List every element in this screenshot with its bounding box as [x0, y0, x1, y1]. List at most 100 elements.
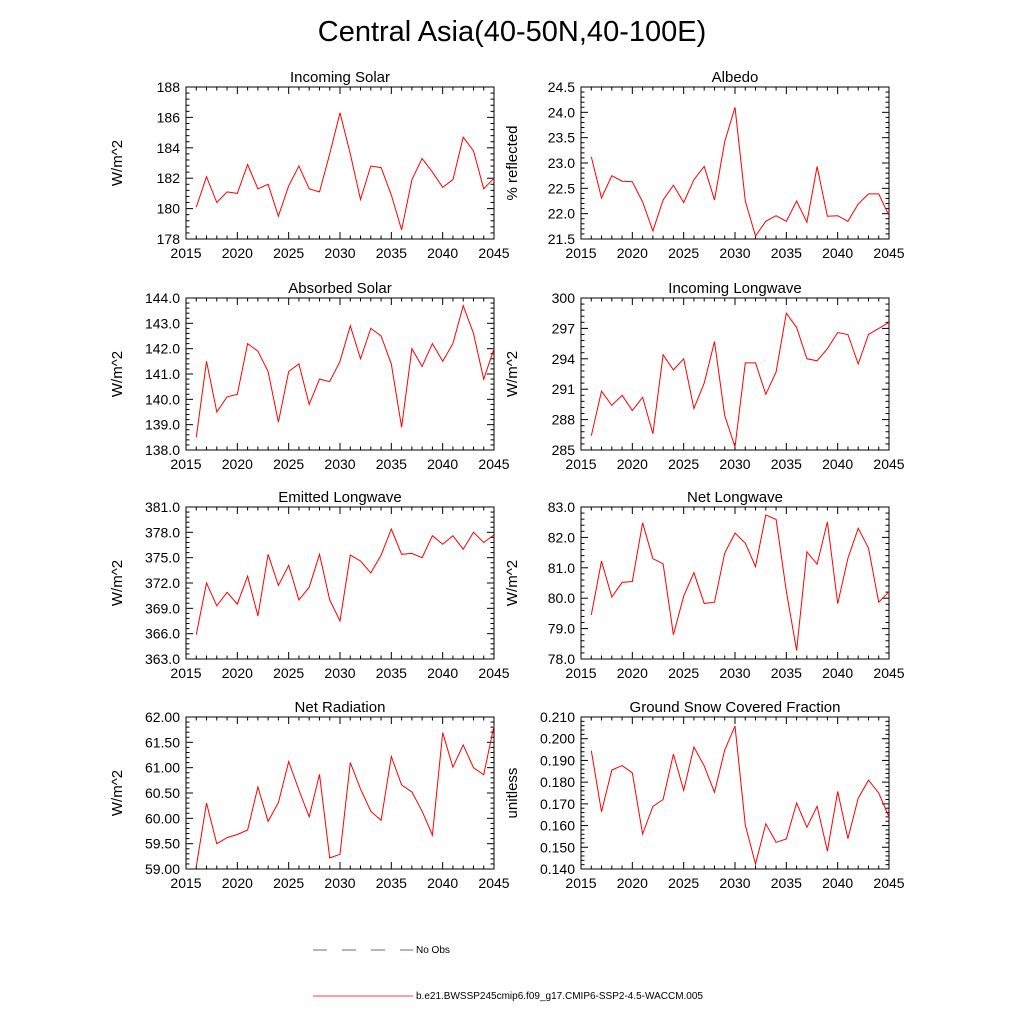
chart-panel: Ground Snow Covered Fraction unitless 2015… — [504, 699, 905, 891]
y-tick-label: 288 — [552, 412, 576, 428]
y-tick-label: 381.0 — [145, 499, 180, 515]
y-tick-label: 59.50 — [145, 836, 180, 852]
y-tick-label: 80.0 — [548, 590, 575, 606]
y-tick-label: 24.5 — [548, 79, 575, 95]
chart-panel: Incoming Longwave W/m^2 2015 2020 2025 2030 20… — [504, 280, 905, 472]
x-tick-label: 2025 — [668, 456, 699, 472]
series-line — [195, 527, 495, 635]
chart-panel: Net Radiation W/m^2 2015 2020 2025 2030 2035 20… — [109, 699, 510, 891]
x-tick-label: 2030 — [324, 456, 355, 472]
y-tick-label: 188 — [157, 79, 181, 95]
x-tick-label: 2020 — [222, 245, 253, 261]
y-tick-label: 143.0 — [145, 315, 180, 331]
x-tick-label: 2035 — [376, 245, 407, 261]
x-tick-label: 2030 — [719, 875, 750, 891]
series-line — [195, 112, 495, 231]
series-line — [195, 725, 495, 867]
y-axis-label: W/m^2 — [504, 351, 521, 397]
y-tick-label: 83.0 — [548, 499, 575, 515]
x-tick-label: 2015 — [170, 245, 201, 261]
x-tick-label: 2045 — [478, 665, 509, 681]
y-tick-label: 79.0 — [548, 621, 575, 637]
y-tick-label: 82.0 — [548, 529, 575, 545]
panel-title: Net Longwave — [687, 489, 783, 506]
y-tick-label: 141.0 — [145, 366, 180, 382]
x-tick-label: 2015 — [170, 456, 201, 472]
x-tick-label: 2025 — [273, 665, 304, 681]
y-tick-label: 144.0 — [145, 290, 180, 306]
x-tick-label: 2015 — [565, 875, 596, 891]
y-axis-label: unitless — [504, 768, 521, 819]
series-line — [590, 107, 890, 238]
x-tick-label: 2020 — [222, 456, 253, 472]
legend-label: b.e21.BWSSP245cmip6.f09_g17.CMIP6-SSP2-4… — [416, 991, 703, 1002]
y-tick-label: 22.5 — [548, 180, 575, 196]
x-tick-label: 2045 — [873, 456, 904, 472]
y-axis-label: % reflected — [504, 125, 521, 200]
chart-panel: Absorbed Solar W/m^2 2015 2020 2025 2030 2035 2… — [109, 280, 510, 472]
chart-panel: Incoming Solar W/m^2 2015 2020 2025 2030 2035 2… — [109, 69, 510, 261]
y-tick-label: 138.0 — [145, 442, 180, 458]
chart-panel: Net Longwave W/m^2 2015 2020 2025 2030 2035 204… — [504, 489, 905, 681]
y-tick-label: 140.0 — [145, 391, 180, 407]
y-tick-label: 366.0 — [145, 626, 180, 642]
plot-frame — [185, 716, 495, 870]
y-tick-label: 297 — [552, 320, 576, 336]
x-tick-label: 2040 — [822, 875, 853, 891]
y-axis-label: W/m^2 — [109, 351, 126, 397]
x-tick-label: 2040 — [822, 665, 853, 681]
y-tick-label: 61.50 — [145, 734, 180, 750]
x-tick-label: 2040 — [427, 875, 458, 891]
chart-panel: Albedo % reflected 2015 2020 2025 2030 2035 204… — [504, 69, 905, 261]
legend-label: No Obs — [416, 945, 450, 956]
x-tick-label: 2045 — [478, 456, 509, 472]
figure-title: Central Asia(40-50N,40-100E) — [318, 16, 706, 48]
y-tick-label: 0.140 — [540, 861, 575, 877]
y-tick-label: 139.0 — [145, 417, 180, 433]
y-tick-label: 0.210 — [540, 709, 575, 725]
y-axis-label: W/m^2 — [504, 560, 521, 606]
x-tick-label: 2040 — [427, 665, 458, 681]
x-tick-label: 2015 — [565, 245, 596, 261]
y-tick-label: 378.0 — [145, 524, 180, 540]
y-tick-label: 0.160 — [540, 818, 575, 834]
x-tick-label: 2030 — [324, 245, 355, 261]
legend: No Obs b.e21.BWSSP245cmip6.f09_g17.CMIP6-… — [313, 945, 703, 1002]
y-tick-label: 22.0 — [548, 206, 575, 222]
plot-frame — [185, 506, 495, 660]
x-tick-label: 2045 — [873, 245, 904, 261]
x-tick-label: 2035 — [771, 665, 802, 681]
x-tick-label: 2040 — [822, 456, 853, 472]
x-tick-label: 2015 — [565, 665, 596, 681]
x-tick-label: 2040 — [427, 456, 458, 472]
x-tick-label: 2030 — [324, 665, 355, 681]
y-tick-label: 294 — [552, 351, 576, 367]
series-line — [590, 725, 890, 866]
x-tick-label: 2020 — [617, 245, 648, 261]
x-tick-label: 2025 — [668, 665, 699, 681]
y-tick-label: 285 — [552, 442, 576, 458]
y-tick-label: 61.00 — [145, 760, 180, 776]
x-tick-label: 2020 — [617, 875, 648, 891]
y-tick-label: 182 — [157, 170, 181, 186]
panel-title: Albedo — [712, 69, 759, 86]
y-tick-label: 372.0 — [145, 575, 180, 591]
x-tick-label: 2020 — [222, 665, 253, 681]
y-tick-label: 0.150 — [540, 839, 575, 855]
y-tick-label: 81.0 — [548, 560, 575, 576]
y-tick-label: 60.50 — [145, 785, 180, 801]
series-line — [590, 514, 890, 651]
x-tick-label: 2020 — [222, 875, 253, 891]
x-tick-label: 2015 — [170, 875, 201, 891]
y-tick-label: 0.170 — [540, 796, 575, 812]
panel-title: Emitted Longwave — [278, 489, 401, 506]
y-tick-label: 0.180 — [540, 774, 575, 790]
y-tick-label: 178 — [157, 231, 181, 247]
y-tick-label: 23.0 — [548, 155, 575, 171]
y-tick-label: 60.00 — [145, 810, 180, 826]
plot-frame — [185, 297, 495, 451]
x-tick-label: 2025 — [273, 875, 304, 891]
x-tick-label: 2030 — [719, 245, 750, 261]
y-tick-label: 369.0 — [145, 600, 180, 616]
x-tick-label: 2015 — [170, 665, 201, 681]
